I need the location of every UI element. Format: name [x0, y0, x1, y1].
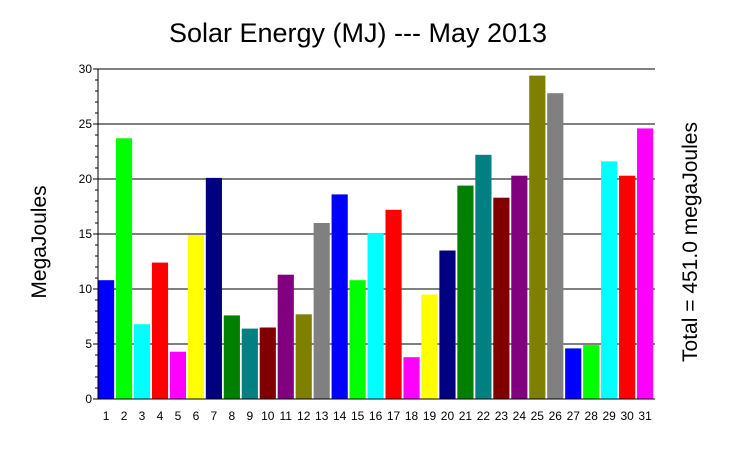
y-tick-label: 15: [79, 227, 93, 241]
bar: [98, 280, 115, 399]
bar: [277, 274, 294, 399]
total-label: Total = 451.0 megaJoules: [679, 122, 702, 362]
bar: [547, 93, 564, 399]
y-tick-label: 10: [79, 282, 93, 296]
bar: [295, 314, 312, 399]
bar: [601, 161, 618, 399]
bar: [493, 197, 510, 399]
bar: [457, 185, 474, 399]
y-tick-labels: 0 5 10 15 20 25 30: [79, 62, 93, 406]
x-tick-label: 18: [405, 409, 419, 423]
bar: [313, 223, 330, 399]
x-tick-label: 15: [351, 409, 365, 423]
x-tick-label: 28: [585, 409, 599, 423]
x-tick-label: 11: [280, 409, 293, 423]
bar: [115, 138, 133, 400]
y-axis-label: MegaJoules: [28, 185, 51, 298]
x-tick-label: 21: [459, 409, 473, 423]
x-tick-label: 30: [620, 409, 634, 423]
x-tick-label: 1: [103, 409, 110, 423]
x-tick-label: 22: [477, 409, 491, 423]
bar: [151, 262, 169, 399]
bar: [421, 294, 438, 399]
x-tick-label: 31: [638, 409, 652, 423]
bar: [439, 250, 456, 399]
bar: [529, 75, 546, 399]
x-tick-label: 17: [387, 409, 401, 423]
x-tick-label: 23: [495, 409, 509, 423]
x-tick-label: 5: [175, 409, 182, 423]
y-tick-label: 5: [85, 337, 92, 351]
bars: [98, 75, 654, 400]
x-tick-label: 14: [333, 409, 347, 423]
x-tick-labels: 1 2 3 4 5 6 7 8 9 10 11 12 13 14 15 16 17 18 19 20 21 22 23 24 2…: [103, 409, 652, 423]
y-tick-label: 25: [79, 117, 93, 131]
bar: [403, 357, 420, 399]
chart-title: Solar Energy (MJ) --- May 2013: [169, 18, 547, 48]
x-tick-label: 13: [315, 409, 329, 423]
bar: [259, 327, 276, 399]
bar: [637, 128, 654, 399]
x-tick-label: 9: [246, 409, 253, 423]
bar: [187, 235, 205, 399]
bar: [619, 175, 636, 399]
bar: [223, 315, 240, 399]
x-tick-label: 25: [531, 409, 545, 423]
x-tick-label: 20: [441, 409, 455, 423]
bar: [169, 351, 187, 399]
bar: [565, 348, 582, 399]
x-tick-label: 16: [369, 409, 383, 423]
x-tick-label: 4: [157, 409, 164, 423]
bar: [583, 345, 600, 399]
bar: [367, 232, 384, 399]
axes: [93, 68, 655, 400]
y-tick-label: 0: [85, 392, 92, 406]
x-tick-label: 6: [193, 409, 200, 423]
bar: [475, 154, 492, 399]
x-tick-label: 24: [513, 409, 527, 423]
x-tick-label: 29: [603, 409, 617, 423]
bar: [133, 324, 151, 399]
y-tick-label: 30: [79, 62, 93, 76]
bar: [241, 328, 258, 399]
x-tick-label: 7: [211, 409, 218, 423]
x-tick-label: 26: [549, 409, 563, 423]
x-tick-label: 10: [261, 409, 275, 423]
bar: [511, 175, 528, 399]
bar: [205, 177, 222, 399]
x-tick-label: 12: [297, 409, 311, 423]
x-tick-label: 8: [229, 409, 236, 423]
x-tick-label: 2: [121, 409, 128, 423]
x-tick-label: 27: [567, 409, 581, 423]
x-tick-label: 3: [139, 409, 146, 423]
bar: [331, 194, 348, 399]
x-tick-label: 19: [423, 409, 437, 423]
bar: [385, 209, 402, 399]
bar: [349, 280, 366, 399]
y-tick-label: 20: [79, 172, 93, 186]
